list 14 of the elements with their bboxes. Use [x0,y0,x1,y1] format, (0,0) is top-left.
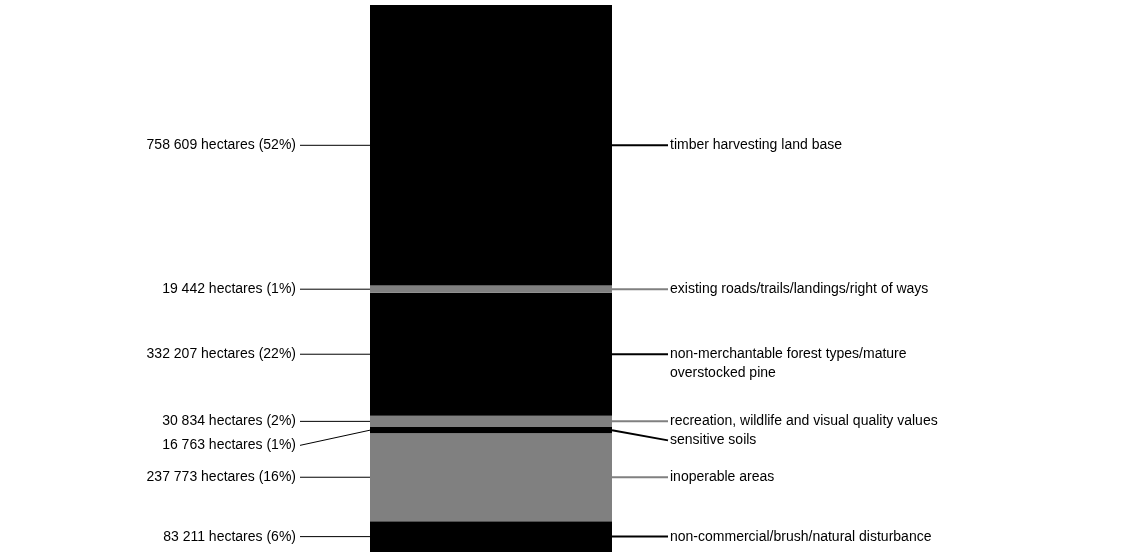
legend-label: recreation, wildlife and visual quality values [670,412,938,429]
legend-label: existing roads/trails/landings/right of ways [670,280,929,297]
data-label: 332 207 hectares (22%) [146,345,296,362]
data-label: 19 442 hectares (1%) [162,280,296,297]
legend-label: sensitive soils [670,431,757,448]
data-label: 237 773 hectares (16%) [146,468,296,485]
data-label: 30 834 hectares (2%) [162,412,296,429]
legend-label: non-merchantable forest types/mature overstocked pine [670,345,907,381]
data-label: 16 763 hectares (1%) [162,436,296,453]
legend-label: non-commercial/brush/natural disturbance [670,527,932,544]
legend-label: inoperable areas [670,468,775,485]
legend-label: timber harvesting land base [670,136,843,153]
data-label: 83 211 hectares (6%) [163,527,296,544]
data-label: 758 609 hectares (52%) [146,136,296,153]
